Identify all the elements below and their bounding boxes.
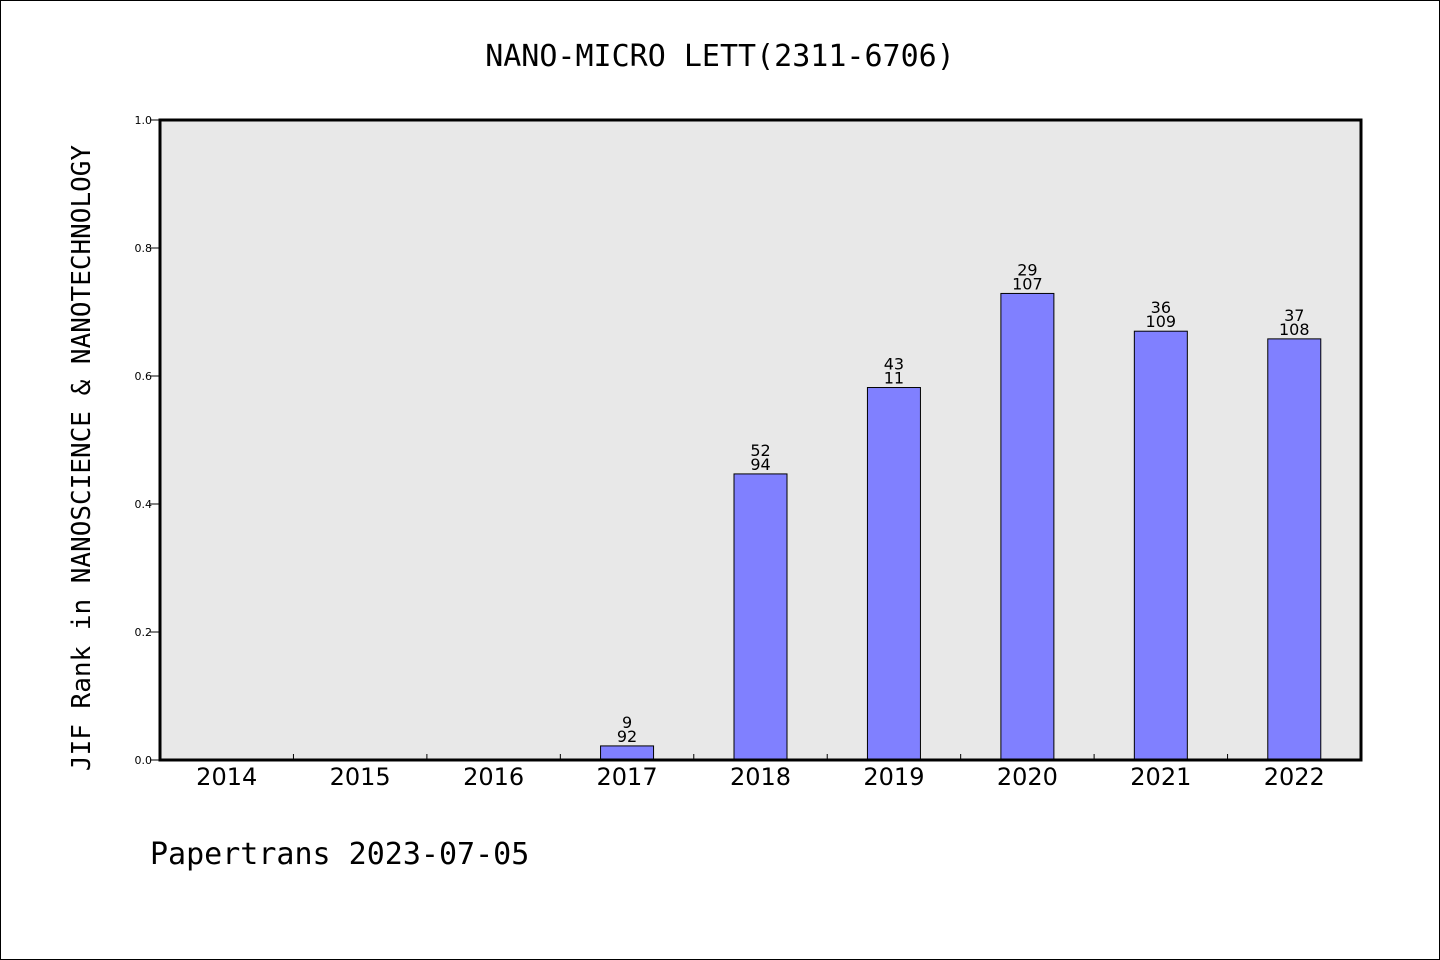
y-tick-label: 0.2 (135, 626, 153, 639)
y-axis-label: JIF Rank in NANOSCIENCE & NANOTECHNOLOGY (67, 145, 97, 771)
x-tick-label: 2022 (1264, 763, 1325, 791)
plot-border (158, 118, 1363, 762)
bar-total-label: 11 (884, 369, 904, 388)
bar (1000, 292, 1055, 761)
bar-total-label: 94 (750, 455, 770, 474)
bar-rank-label: 36 (1151, 298, 1171, 317)
bar (733, 473, 788, 761)
bar (600, 745, 655, 761)
x-tick-label: 2019 (863, 763, 924, 791)
bar (1133, 330, 1188, 761)
x-axis: 2014 2015 2016 2017 2018 2019 2020 2021 2022 (196, 754, 1325, 791)
x-tick-label: 2015 (330, 763, 391, 791)
x-tick-label: 2018 (730, 763, 791, 791)
bar-total-label: 107 (1012, 274, 1043, 293)
footer-text: Papertrans 2023-07-05 (150, 837, 529, 872)
x-tick-label: 2020 (997, 763, 1058, 791)
y-tick-label: 0.6 (135, 370, 153, 383)
bar-rank-label: 37 (1284, 306, 1304, 325)
chart-title: NANO-MICRO LETT(2311-6706) (485, 39, 955, 74)
x-tick-label: 2014 (196, 763, 257, 791)
bar-rank-label: 29 (1017, 260, 1037, 279)
bar-total-label: 92 (617, 727, 637, 746)
y-tick-label: 0.4 (135, 498, 153, 511)
y-axis: 0.0 0.2 0.4 0.6 0.8 1.0 (135, 114, 160, 767)
bar-total-label: 108 (1279, 320, 1310, 339)
x-tick-label: 2021 (1130, 763, 1191, 791)
y-tick-label: 1.0 (135, 114, 153, 127)
bar-rank-label: 43 (884, 355, 904, 374)
bar (866, 387, 921, 761)
x-tick-label: 2016 (463, 763, 524, 791)
bar (1267, 338, 1322, 761)
bar-rank-label: 9 (622, 713, 632, 732)
y-tick-label: 0.0 (135, 754, 153, 767)
bar-total-label: 109 (1146, 312, 1177, 331)
y-tick-label: 0.8 (135, 242, 153, 255)
bar-rank-label: 52 (750, 441, 770, 460)
x-tick-label: 2017 (597, 763, 658, 791)
